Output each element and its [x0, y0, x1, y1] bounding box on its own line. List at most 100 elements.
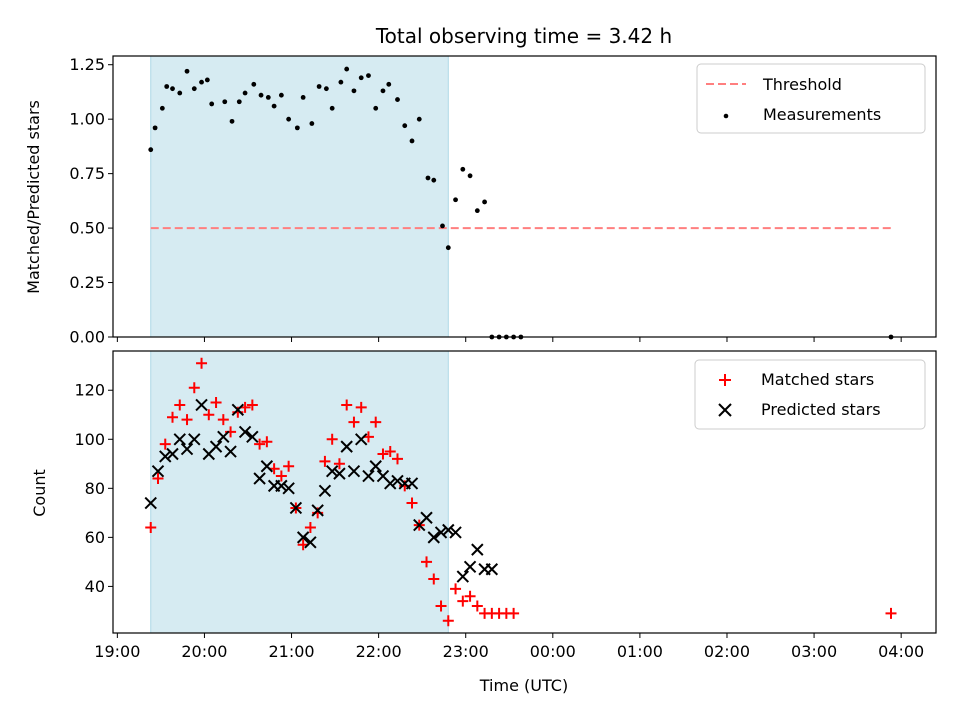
matched-star-point	[341, 399, 353, 411]
top-legend-box	[696, 63, 926, 134]
predicted-star-point	[209, 440, 223, 453]
bottom-legend: Matched stars Predicted stars	[694, 359, 926, 430]
x-tick-label: 19:00	[94, 642, 140, 661]
ratio-panel: Total observing time = 3.42 h 0.000.250.…	[24, 24, 937, 347]
measurement-point	[453, 197, 458, 203]
y-tick-label: 1.25	[69, 55, 105, 74]
predicted-star-point	[362, 469, 375, 483]
matched-star-point	[188, 382, 200, 394]
predicted-star-point	[188, 433, 201, 446]
measurement-point	[204, 77, 210, 83]
measurement-point	[300, 94, 306, 100]
legend-matched-label: Matched stars	[761, 370, 874, 389]
matched-star-point	[196, 357, 208, 369]
x-tick-label: 01:00	[617, 642, 663, 661]
predicted-star-point	[340, 440, 353, 453]
measurement-point	[460, 166, 466, 172]
predicted-star-point	[166, 447, 179, 461]
matched-star-point	[348, 416, 360, 428]
matched-star-point	[885, 607, 897, 619]
measurement-point	[474, 208, 480, 214]
matched-star-point	[435, 600, 447, 612]
measurement-point	[445, 245, 451, 251]
measurement-point	[199, 79, 204, 85]
y-tick-label: 0.50	[69, 219, 105, 238]
predicted-star-point	[173, 433, 186, 446]
top-y-axis-label: Matched/Predicted stars	[24, 100, 43, 294]
legend-measurements-label: Measurements	[763, 105, 881, 124]
predicted-star-point	[296, 531, 310, 544]
predicted-star-point	[260, 460, 274, 473]
predicted-star-point	[246, 430, 259, 444]
measurement-point	[323, 86, 329, 92]
measurement-point	[191, 86, 197, 92]
measurement-point	[425, 175, 431, 181]
predicted-star-point	[333, 467, 346, 480]
bottom-axes-frame	[112, 350, 937, 634]
measurement-point	[316, 84, 322, 89]
measurement-point	[236, 99, 242, 105]
bottom-plot-area	[144, 357, 897, 627]
predicted-star-point	[253, 472, 266, 485]
matched-star-point	[326, 433, 338, 445]
measurement-point	[170, 86, 175, 92]
matched-star-point	[377, 448, 389, 460]
bottom-y-axis-label: Count	[30, 469, 49, 517]
x-tick-label: 02:00	[704, 642, 750, 661]
matched-star-point	[428, 573, 440, 585]
matched-star-point	[391, 453, 403, 465]
measurement-point	[164, 84, 170, 89]
x-tick-label: 23:00	[443, 642, 489, 661]
predicted-star-point	[144, 496, 157, 510]
legend-measurements-swatch	[723, 113, 729, 119]
legend-threshold-label: Threshold	[762, 75, 842, 94]
top-legend: Threshold Measurements	[696, 63, 926, 134]
measurement-point	[482, 199, 487, 205]
measurement-point	[344, 66, 350, 72]
predicted-star-point	[238, 425, 252, 439]
measurement-point	[229, 118, 235, 124]
matched-star-point	[261, 436, 273, 448]
matched-star-point	[217, 414, 229, 426]
measurement-point	[395, 97, 400, 102]
predicted-star-point	[434, 526, 448, 539]
measurement-point	[159, 105, 165, 111]
measurement-point	[351, 88, 357, 94]
measurement-point	[386, 81, 392, 87]
legend-predicted-swatch	[718, 403, 732, 417]
observing-span-bottom	[150, 350, 449, 634]
measurement-point	[402, 123, 408, 129]
measurement-point	[251, 81, 257, 87]
observing-span-top	[150, 55, 449, 338]
legend-predicted-label: Predicted stars	[761, 400, 881, 419]
measurement-point	[431, 177, 437, 183]
matched-star-point	[450, 583, 462, 595]
measurement-point	[258, 92, 264, 98]
predicted-star-point	[347, 464, 361, 478]
predicted-star-point	[325, 464, 339, 478]
matched-star-point	[246, 399, 258, 411]
predicted-star-point	[151, 464, 165, 478]
y-tick-label: 80	[85, 479, 105, 498]
predicted-star-point	[427, 531, 440, 544]
measurement-point	[294, 125, 300, 131]
measurement-point	[338, 79, 344, 85]
measurement-point	[209, 101, 215, 107]
matched-star-point	[159, 438, 171, 450]
count-panel: 40 60 80 100 120 19:00 20:00 21:00 22:00 23:00 00…	[30, 350, 937, 695]
matched-star-point	[275, 470, 287, 482]
y-tick-label: 0.00	[69, 328, 105, 347]
matched-star-point	[355, 401, 367, 413]
matched-star-point	[203, 409, 215, 421]
x-tick-label: 03:00	[791, 642, 837, 661]
measurement-point	[278, 92, 284, 98]
predicted-star-point	[405, 477, 419, 490]
matched-star-point	[319, 455, 331, 467]
legend-matched-swatch	[719, 374, 731, 386]
x-axis-label: Time (UTC)	[479, 676, 568, 695]
predicted-star-point	[391, 474, 404, 488]
measurement-point	[177, 90, 183, 96]
measurement-point	[416, 116, 422, 122]
measurement-point	[440, 223, 445, 229]
y-tick-label: 0.75	[69, 164, 105, 183]
